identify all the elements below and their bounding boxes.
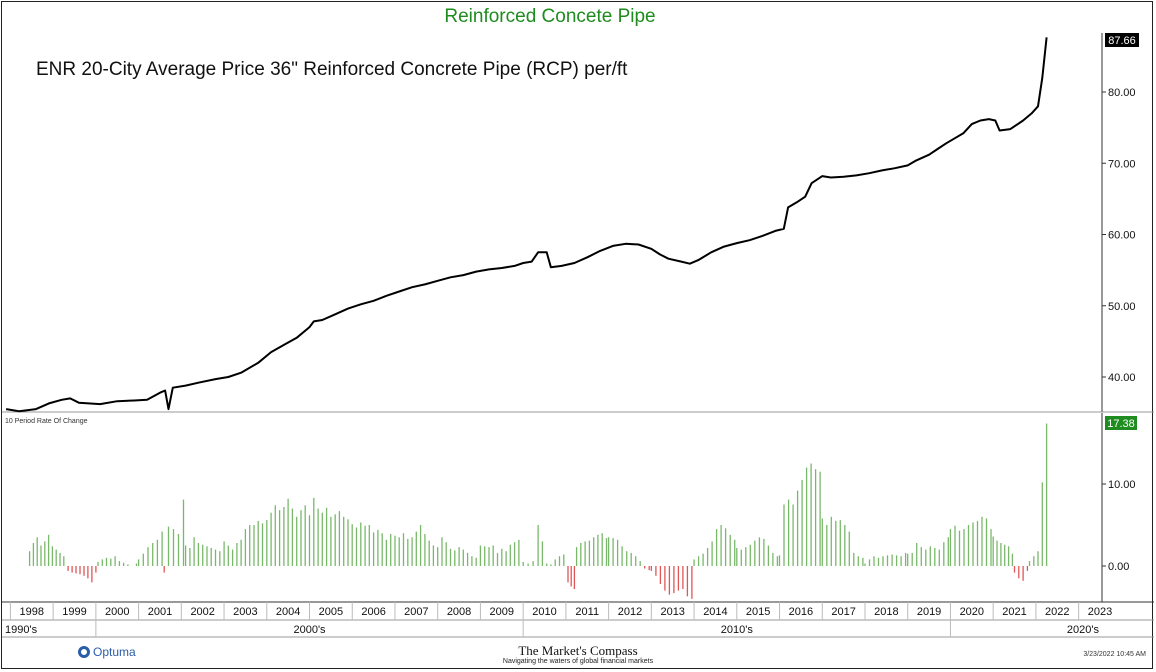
year-label: 2005	[319, 606, 343, 618]
price-tick-label: 80.00	[1108, 87, 1136, 99]
year-label: 2022	[1045, 606, 1069, 618]
year-label: 2014	[703, 606, 727, 618]
optuma-logo-icon	[78, 646, 90, 658]
year-labels: 1998 1999 2000 2001 2002 2003 2004 2005 2006 2007…	[9, 602, 1112, 620]
footer-brand: The Market's Compass	[518, 643, 638, 658]
chart-title: Reinforced Concete Pipe	[444, 6, 656, 27]
optuma-logo: Optuma	[78, 645, 136, 659]
year-label: 2002	[190, 606, 214, 618]
price-tick-label: 60.00	[1108, 230, 1136, 242]
year-label: 2003	[233, 606, 257, 618]
footer-timestamp: 3/23/2022 10:45 AM	[1083, 651, 1146, 658]
year-label: 2023	[1088, 606, 1112, 618]
decade-label: 1990's	[5, 624, 38, 636]
decade-label: 2000's	[293, 624, 326, 636]
year-label: 2009	[490, 606, 514, 618]
roc-tick-label: 10.00	[1108, 479, 1136, 491]
year-label: 2021	[1002, 606, 1026, 618]
year-label: 1998	[20, 606, 44, 618]
roc-y-ticks: 0.00 10.00	[1102, 479, 1136, 573]
price-line	[5, 37, 1048, 413]
price-tick-label: 40.00	[1108, 372, 1136, 384]
price-last-badge: 87.66	[1105, 33, 1139, 47]
year-label: 2008	[447, 606, 471, 618]
year-label: 2000	[105, 606, 129, 618]
roc-tick-label: 0.00	[1108, 561, 1129, 573]
year-label: 2017	[831, 606, 855, 618]
year-label: 1999	[62, 606, 86, 618]
year-label: 2012	[618, 606, 642, 618]
year-label: 2006	[361, 606, 385, 618]
roc-panel: 10 Period Rate Of Change 0.00 10.00 17.38	[5, 413, 1137, 602]
year-label: 2019	[917, 606, 941, 618]
x-axis: 1998 1999 2000 2001 2002 2003 2004 2005 2006 2007…	[2, 601, 1154, 638]
roc-last-badge: 17.38	[1105, 416, 1137, 430]
decade-label: 2020's	[1067, 624, 1100, 636]
year-label: 2020	[960, 606, 984, 618]
year-label: 2015	[746, 606, 770, 618]
year-label: 2010	[532, 606, 556, 618]
year-label: 2004	[276, 606, 300, 618]
year-label: 2018	[874, 606, 898, 618]
roc-bars	[28, 423, 1048, 599]
year-label: 2016	[789, 606, 813, 618]
optuma-logo-text: Optuma	[93, 645, 136, 659]
price-tick-label: 70.00	[1108, 158, 1136, 170]
price-last-value: 87.66	[1108, 35, 1136, 47]
year-label: 2011	[575, 606, 599, 618]
price-tick-label: 50.00	[1108, 301, 1136, 313]
price-y-ticks: 40.00 50.00 60.00 70.00 80.00	[1102, 87, 1136, 384]
price-chart-title: ENR 20-City Average Price 36" Reinforced…	[36, 59, 628, 80]
year-label: 2007	[404, 606, 428, 618]
year-label: 2013	[660, 606, 684, 618]
decade-labels: 1990's 2000's 2010's 2020's	[5, 620, 1099, 637]
roc-last-value: 17.38	[1107, 418, 1135, 430]
year-label: 2001	[148, 606, 172, 618]
roc-label: 10 Period Rate Of Change	[5, 418, 88, 425]
price-panel: ENR 20-City Average Price 36" Reinforced…	[2, 33, 1154, 413]
footer-tagline: Navigating the waters of global financia…	[502, 658, 654, 665]
decade-label: 2010's	[721, 624, 754, 636]
